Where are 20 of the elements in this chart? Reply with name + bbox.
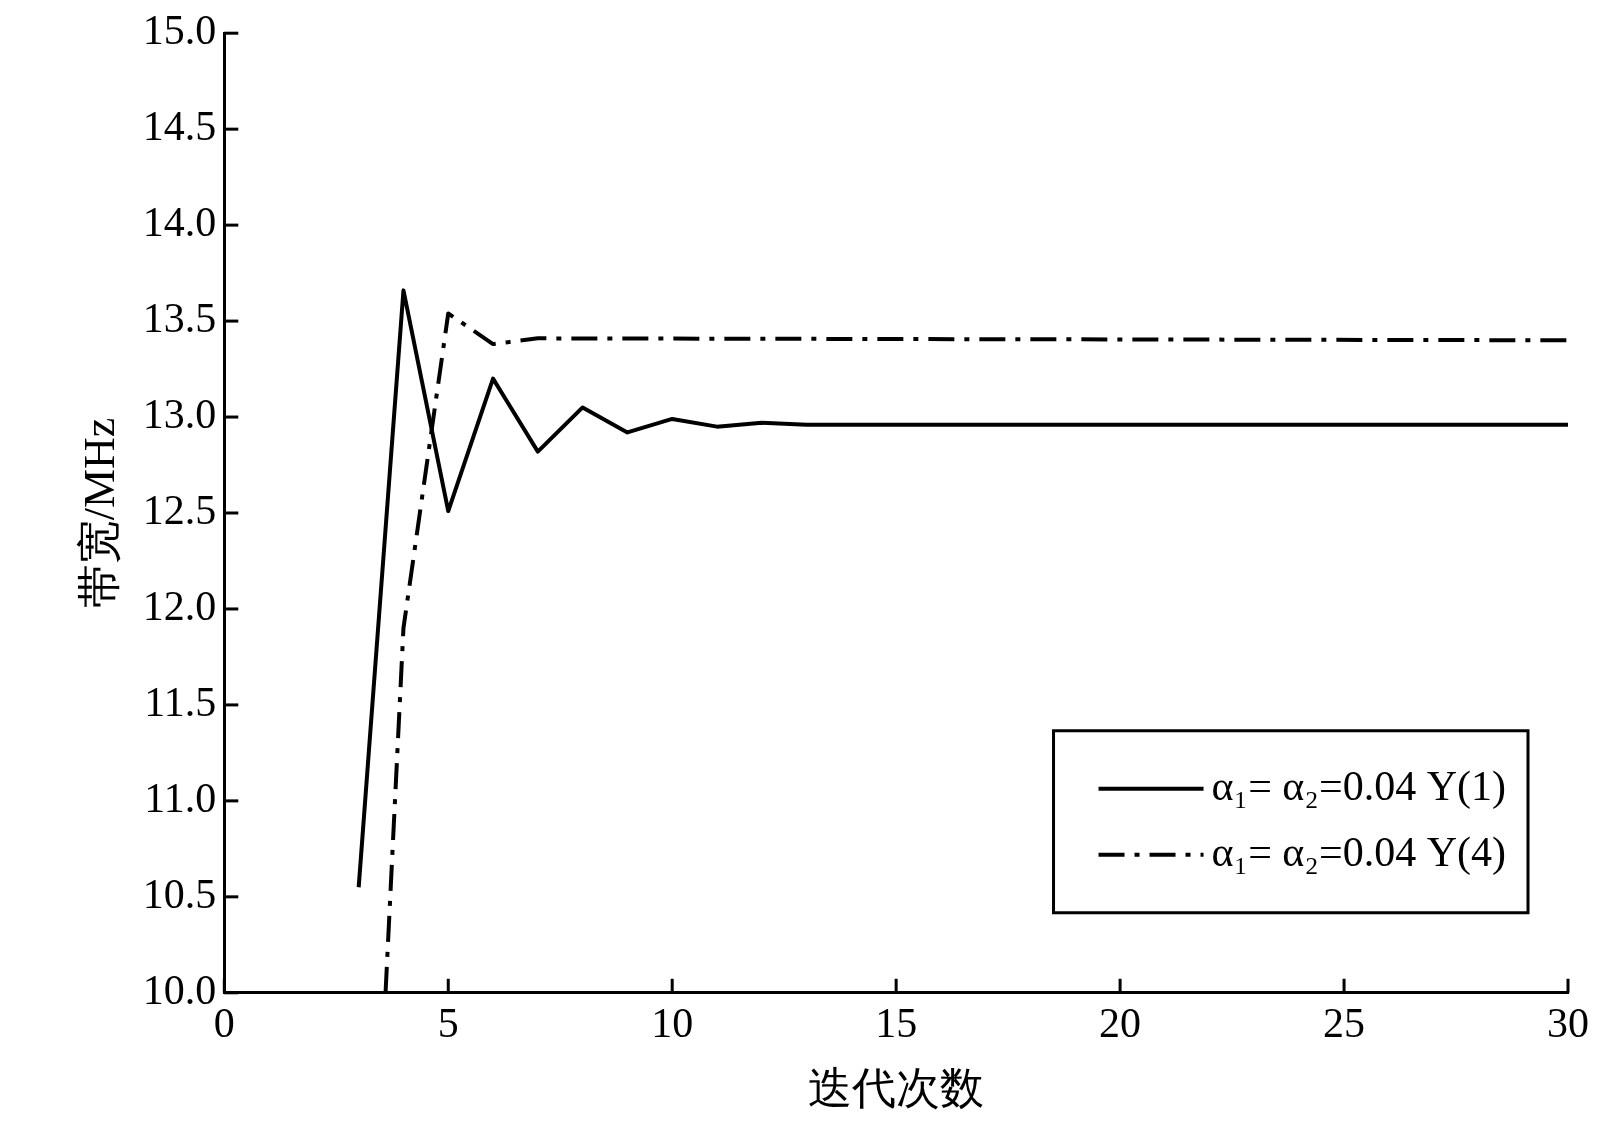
y-tick-label: 11.0 [144, 774, 217, 821]
y-tick-label: 15.0 [142, 7, 217, 54]
x-tick-label: 25 [1323, 1000, 1366, 1047]
x-tick-label: 10 [651, 1000, 694, 1047]
legend-label: α₁= α₂=0.04 Y(4) [1211, 828, 1507, 876]
x-tick-label: 5 [437, 1000, 459, 1047]
legend-label: α₁= α₂=0.04 Y(1) [1211, 762, 1507, 810]
y-tick-label: 13.5 [142, 295, 217, 342]
y-tick-label: 14.0 [142, 199, 217, 246]
y-tick-label: 14.5 [142, 103, 217, 150]
x-tick-label: 20 [1099, 1000, 1142, 1047]
y-tick-label: 12.5 [142, 487, 217, 534]
x-axis-title: 迭代次数 [808, 1064, 985, 1114]
y-tick-label: 12.0 [142, 582, 217, 629]
y-tick-label: 13.0 [142, 391, 217, 438]
y-tick-label: 11.5 [144, 678, 217, 725]
x-tick-label: 15 [875, 1000, 918, 1047]
y-axis-title: 带宽/MHz [74, 417, 124, 609]
x-tick-label: 30 [1547, 1000, 1589, 1047]
y-tick-label: 10.5 [142, 870, 217, 917]
